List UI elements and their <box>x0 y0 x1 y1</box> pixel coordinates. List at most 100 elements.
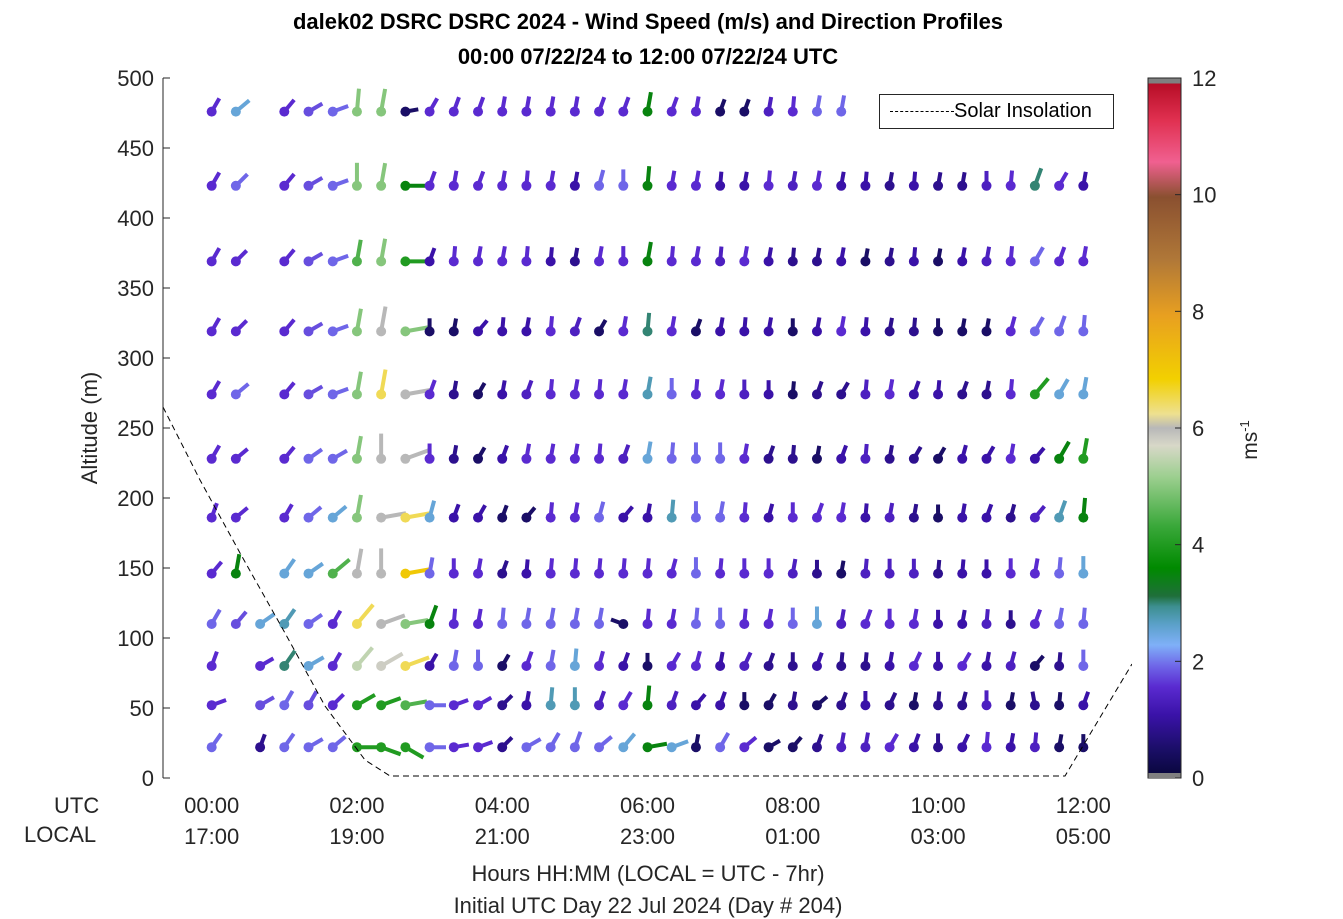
barb-22m-32-dot <box>981 742 992 753</box>
barb-80m-18-dot <box>642 661 653 671</box>
barb-476m-7-dot <box>376 106 387 117</box>
barb-369m-17-dot <box>618 256 629 267</box>
barb-52m-26-dot <box>836 700 847 711</box>
x-tick-local-0: 17:00 <box>184 824 239 849</box>
barb-22m-29-dot <box>908 742 919 753</box>
barb-22m-8-dot <box>400 742 411 753</box>
colorbar-tick-label-2: 2 <box>1192 649 1204 674</box>
barb-274m-14-dot <box>545 389 556 400</box>
barb-274m-35-dot <box>1054 389 1065 400</box>
barb-110m-34-dot <box>1029 619 1040 629</box>
barb-476m-19-dot <box>666 106 677 117</box>
barb-80m-29-dot <box>908 661 919 671</box>
barb-274m-12-dot <box>497 389 508 400</box>
barb-186m-26-dot <box>836 512 847 523</box>
barb-369m-36-dot <box>1078 256 1089 267</box>
barb-52m-16-dot <box>594 700 605 711</box>
barb-110m-17-dot <box>618 619 629 629</box>
barb-80m-15-dot <box>569 661 580 671</box>
barb-319m-11-dot <box>473 326 484 337</box>
barb-319m-8-dot <box>400 326 411 337</box>
barb-274m-21-dot <box>715 389 726 400</box>
barb-22m-12-dot <box>497 742 508 753</box>
barb-369m-31-dot <box>957 256 968 267</box>
barb-228m-15-dot <box>569 453 580 464</box>
x-tick-local-2: 21:00 <box>475 824 530 849</box>
barb-319m-35-dot <box>1054 326 1065 337</box>
barb-80m-7-dot <box>376 661 387 671</box>
barb-146m-24-dot <box>787 568 798 579</box>
barb-52m-6-dot <box>351 700 362 711</box>
barb-369m-29-dot <box>908 256 919 267</box>
barb-146m-9-dot <box>424 568 435 579</box>
barb-319m-0-dot <box>206 326 217 337</box>
barb-369m-19-dot <box>666 256 677 267</box>
barb-110m-19-dot <box>666 619 677 629</box>
barb-369m-11-dot <box>473 256 484 267</box>
barb-22m-24-dot <box>787 742 798 753</box>
barb-228m-0-dot <box>206 453 217 464</box>
barb-22m-15-dot <box>569 742 580 753</box>
barb-476m-13-dot <box>521 106 532 117</box>
barb-110m-29-dot <box>908 619 919 629</box>
barb-274m-28-dot <box>884 389 895 400</box>
barb-186m-7-dot <box>376 512 387 523</box>
barb-274m-7-dot <box>376 389 387 400</box>
x-tick-local-5: 03:00 <box>911 824 966 849</box>
barb-52m-25-dot <box>811 700 822 711</box>
barb-423m-1-dot <box>230 180 241 191</box>
colorbar-ticks: 0 2 4 6 8 10 12 <box>1175 66 1216 791</box>
barb-80m-20-dot <box>690 661 701 671</box>
barb-110m-24-dot <box>787 619 798 629</box>
barb-423m-18-dot <box>642 180 653 191</box>
barb-423m-19-dot <box>666 180 677 191</box>
barb-80m-33-dot <box>1005 661 1016 671</box>
y-tick-label-50: 50 <box>130 696 154 721</box>
barb-146m-22-dot <box>739 568 750 579</box>
barb-423m-29-dot <box>908 180 919 191</box>
colorbar-label: ms-1 <box>1237 420 1263 460</box>
barb-369m-12-dot <box>497 256 508 267</box>
barb-186m-9-dot <box>424 512 435 523</box>
barb-80m-21-dot <box>715 661 726 671</box>
barb-319m-7-dot <box>376 326 387 337</box>
x-tick-utc-3: 06:00 <box>620 793 675 818</box>
barb-319m-33-dot <box>1005 326 1016 337</box>
wind-barbs <box>206 88 1091 760</box>
barb-52m-17-dot <box>618 700 629 711</box>
barb-319m-20-dot <box>690 326 701 337</box>
barb-274m-1-dot <box>230 389 241 400</box>
barb-369m-16-dot <box>594 256 605 267</box>
barb-319m-19-dot <box>666 326 677 337</box>
barb-80m-10-dot <box>448 661 459 671</box>
barb-476m-26-dot <box>836 106 847 117</box>
utc-row-label: UTC <box>54 793 100 818</box>
barb-369m-1-dot <box>230 256 241 267</box>
barb-110m-7-dot <box>376 619 387 629</box>
barb-476m-24-dot <box>787 106 798 117</box>
barb-80m-19-dot <box>666 661 677 671</box>
y-tick-label-400: 400 <box>117 206 154 231</box>
barb-274m-10-dot <box>448 389 459 400</box>
barb-423m-3-dot <box>279 180 290 191</box>
barb-423m-28-dot <box>884 180 895 191</box>
barb-186m-14-dot <box>545 512 556 523</box>
colorbar-tick-label-8: 8 <box>1192 299 1204 324</box>
barb-110m-4-dot <box>303 619 314 629</box>
x-tick-utc-4: 08:00 <box>765 793 820 818</box>
y-tick-label-200: 200 <box>117 486 154 511</box>
barb-228m-32-dot <box>981 453 992 464</box>
barb-146m-20-dot <box>690 568 701 579</box>
barb-423m-7-dot <box>376 180 387 191</box>
barb-110m-10-dot <box>448 619 459 629</box>
barb-476m-12-dot <box>497 106 508 117</box>
chart-title-line2: 00:00 07/22/24 to 12:00 07/22/24 UTC <box>457 44 839 69</box>
x-tick-utc-0: 00:00 <box>184 793 239 818</box>
barb-146m-25-dot <box>811 568 822 579</box>
barb-52m-9-dot <box>424 700 435 711</box>
barb-319m-16-dot <box>594 326 605 337</box>
y-axis-label: Altitude (m) <box>77 371 102 485</box>
barb-228m-6-dot <box>351 453 362 464</box>
barb-476m-25-dot <box>811 106 822 117</box>
barb-80m-11-dot <box>473 661 484 671</box>
